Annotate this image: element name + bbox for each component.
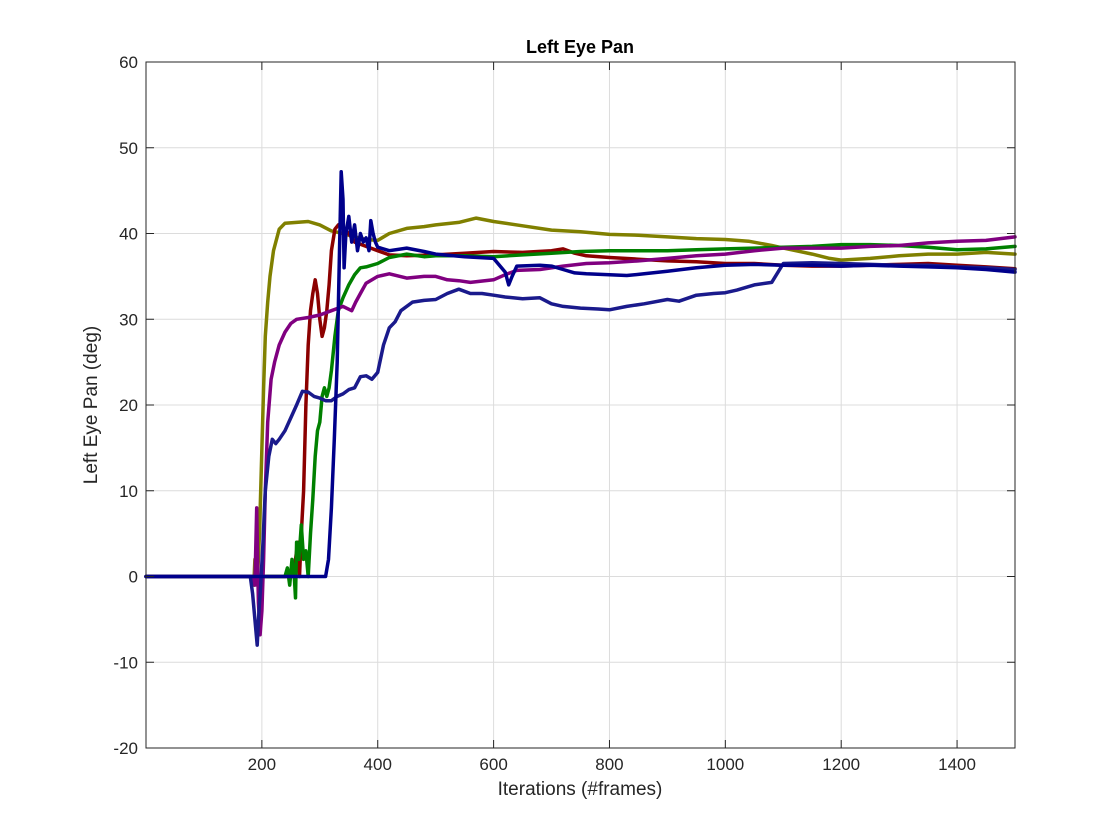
tick-marks: [146, 61, 1015, 749]
x-tick-label: 200: [248, 755, 276, 774]
y-tick-label: 50: [119, 139, 138, 158]
y-tick-label: 10: [119, 482, 138, 501]
y-tick-label: 0: [129, 568, 138, 587]
series-line-1: [144, 216, 1017, 587]
x-tick-label: 1400: [938, 755, 976, 774]
series-line-6: [144, 170, 1017, 579]
x-tick-label: 1000: [706, 755, 744, 774]
series-layer: [144, 170, 1017, 647]
y-tick-label: 30: [119, 310, 138, 329]
y-tick-label: 20: [119, 396, 138, 415]
series-line-4: [144, 235, 1017, 637]
y-tick-label: 40: [119, 225, 138, 244]
y-tick-label: 60: [119, 53, 138, 72]
x-tick-label: 1200: [822, 755, 860, 774]
series-line-5: [144, 260, 1017, 647]
x-axis-title: Iterations (#frames): [498, 779, 663, 800]
chart-title: Left Eye Pan: [526, 37, 634, 57]
y-tick-label: -10: [113, 653, 138, 672]
x-tick-labels: 200 400 600 800 1000 1200 1400: [248, 755, 976, 774]
y-axis-title: Left Eye Pan (deg): [81, 326, 102, 484]
x-tick-label: 600: [479, 755, 507, 774]
x-tick-label: 400: [364, 755, 392, 774]
x-tick-label: 800: [595, 755, 623, 774]
y-tick-label: -20: [113, 739, 138, 758]
y-tick-labels: -20 -10 0 10 20 30 40 50 60: [113, 53, 138, 758]
series-line-3: [144, 242, 1017, 600]
